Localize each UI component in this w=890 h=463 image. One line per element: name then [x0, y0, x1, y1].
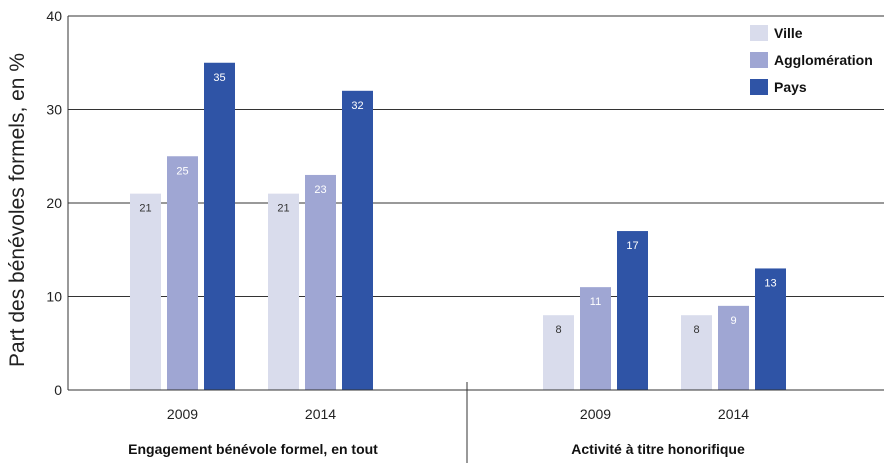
bar-value-label: 32: [351, 100, 363, 112]
legend-swatch: [750, 25, 768, 41]
group-label: Activité à titre honorifique: [571, 441, 745, 457]
y-tick-label: 30: [46, 102, 62, 118]
bar: [755, 268, 786, 390]
x-tick-label: 2009: [580, 406, 611, 422]
y-tick-label: 0: [54, 382, 62, 398]
bar-value-label: 13: [764, 277, 776, 289]
bar: [204, 62, 235, 390]
bar-value-label: 17: [626, 240, 638, 252]
axes: 0 10 20 30 40: [46, 8, 884, 463]
y-tick-label: 40: [46, 8, 62, 24]
x-tick-label: 2009: [167, 406, 198, 422]
bar-value-label: 21: [139, 203, 151, 215]
bar: [718, 305, 749, 390]
bar-value-label: 35: [213, 72, 225, 84]
bar-value-label: 11: [590, 296, 601, 308]
legend-entry: Agglomération: [774, 52, 873, 68]
bar-value-label: 25: [176, 165, 188, 177]
bar-value-label: 23: [314, 184, 326, 196]
y-axis-label: Part des bénévoles formels, en %: [6, 53, 29, 367]
bar-value-label: 21: [277, 203, 289, 215]
bar: [617, 231, 648, 390]
bar: [681, 315, 712, 390]
bar: [305, 174, 336, 390]
x-tick-label: 2014: [718, 406, 749, 422]
y-tick-label: 10: [46, 289, 62, 305]
legend-swatch: [750, 79, 768, 95]
y-tick-label: 20: [46, 195, 62, 211]
bar: [130, 193, 161, 390]
labels: 2009 2014 Engagement bénévole formel, en t…: [128, 406, 749, 457]
bar-value-label: 9: [730, 315, 736, 327]
bar-value-label: 8: [693, 324, 699, 336]
bar: [543, 315, 574, 390]
bar: [268, 193, 299, 390]
bar: [167, 156, 198, 390]
legend: Ville Agglomération Pays: [750, 25, 873, 95]
bar: [342, 90, 373, 391]
legend-entry: Ville: [774, 25, 803, 41]
bar-value-label: 8: [555, 324, 561, 336]
x-tick-label: 2014: [305, 406, 336, 422]
legend-entry: Pays: [774, 79, 807, 95]
bar: [580, 287, 611, 390]
group-label: Engagement bénévole formel, en tout: [128, 441, 378, 457]
bars: 21 25 35 21 23 32 8 11 17 8 9 13: [130, 62, 786, 391]
legend-swatch: [750, 52, 768, 68]
